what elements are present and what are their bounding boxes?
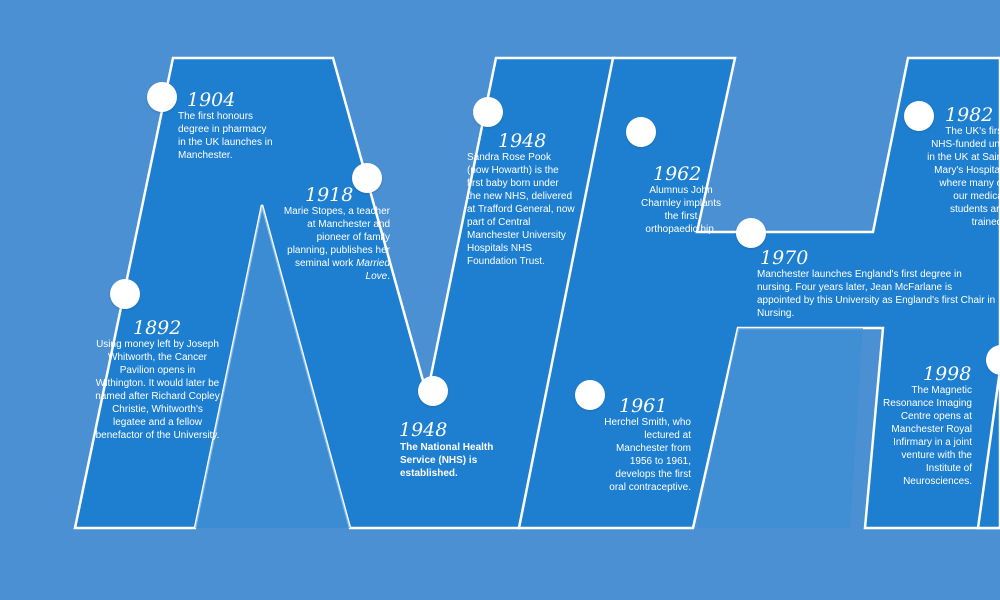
letter-h-shade [697,328,863,528]
event-description: Alumnus John Charnley implants the first… [640,185,722,235]
event-text-end: . [387,271,390,282]
event-description: Sandra Rose Pook (now Howarth) is the fi… [467,152,575,267]
timeline-dot[interactable] [418,376,448,406]
event-year: 1970 [760,247,809,269]
event-year: 1962 [653,163,702,185]
event-description: Using money left by Joseph Whitworth, th… [95,339,220,441]
event-year: 1948 [399,419,448,441]
timeline-dot[interactable] [986,345,1000,375]
event-description: The Magnetic Resonance Imaging Centre op… [883,385,972,487]
timeline-dot[interactable] [110,279,140,309]
event-year: 1918 [305,184,354,206]
letter-n-counter [195,205,350,528]
event-year: 1904 [187,89,236,111]
event-year: 1998 [923,363,972,385]
timeline-dot[interactable] [626,117,656,147]
letter-s-shape [976,369,1000,530]
timeline-dot[interactable] [473,97,503,127]
event-text: Marie Stopes, a teacher at Manchester an… [283,206,390,269]
timeline-dot[interactable] [575,380,605,410]
event-description: Manchester launches England's first degr… [757,269,996,319]
event-description: Herchel Smith, who lectured at Mancheste… [604,417,691,493]
timeline-dot[interactable] [904,101,934,131]
event-description: The UK's first NHS-funded unit in the UK… [927,126,1000,228]
event-description: The first honours degree in pharmacy in … [178,111,273,161]
event-year: 1982 [945,104,994,126]
event-year: 1892 [133,317,182,339]
event-work-title: Married Love [356,258,390,282]
timeline-dot[interactable] [352,163,382,193]
timeline-dot[interactable] [147,82,177,112]
event-description: The National Health Service (NHS) is est… [400,442,494,479]
event-year: 1961 [619,395,668,417]
timeline-dot[interactable] [736,218,766,248]
event-description: Marie Stopes, a teacher at Manchester an… [282,205,390,283]
event-year: 1948 [498,130,547,152]
